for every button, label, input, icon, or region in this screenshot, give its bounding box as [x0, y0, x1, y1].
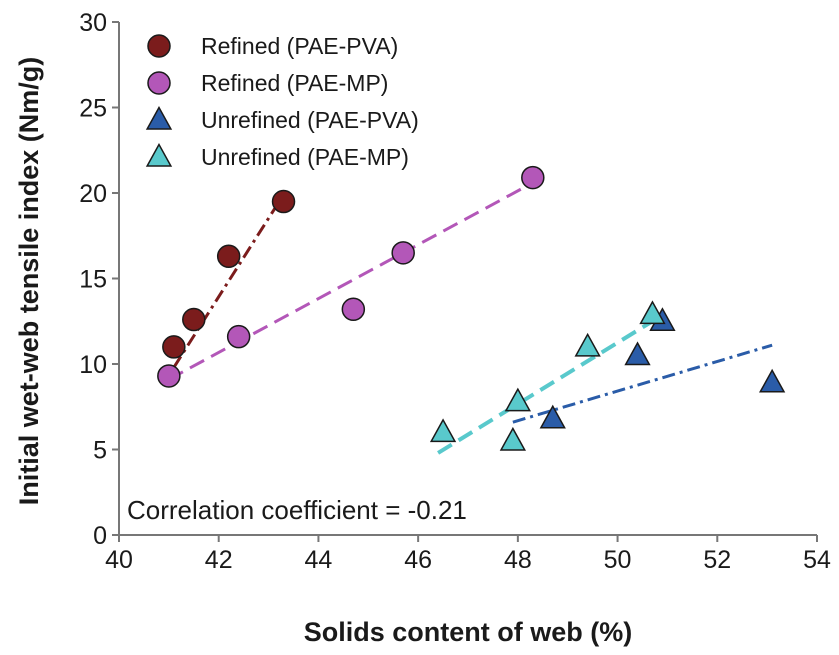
- legend-marker-series-2: [147, 71, 171, 95]
- data-point-series-3: [539, 404, 566, 429]
- data-point-series-2: [157, 364, 181, 388]
- data-point-series-4: [499, 426, 527, 451]
- legend-marker-series-4: [145, 142, 173, 167]
- trendlines: [168, 181, 773, 455]
- data-point-series-4: [504, 387, 532, 412]
- legend-label-series-1: Refined (PAE-PVA): [201, 33, 398, 59]
- data-point-series-2: [521, 165, 545, 190]
- data-point-series-4: [429, 418, 457, 443]
- trendline-series-4: [437, 319, 654, 455]
- y-tick-label: 30: [79, 9, 107, 37]
- y-tick-label: 0: [93, 522, 107, 550]
- x-tick-label: 42: [205, 546, 233, 574]
- data-point-series-2: [391, 241, 415, 265]
- data-point-series-3: [758, 368, 786, 393]
- data-point-series-2: [341, 297, 366, 322]
- data-point-series-1: [216, 244, 241, 269]
- legend: Refined (PAE-PVA) Refined (PAE-MP) Unrefin…: [145, 33, 419, 170]
- correlation-annotation: Correlation coefficient = -0.21: [127, 495, 467, 525]
- y-tick-label: 5: [93, 437, 107, 465]
- trendline-series-3: [512, 343, 773, 424]
- data-point-series-4: [574, 332, 601, 357]
- data-point-series-1: [271, 189, 296, 214]
- x-tick-label: 54: [803, 546, 831, 574]
- data-markers: [157, 165, 786, 451]
- legend-label-series-3: Unrefined (PAE-PVA): [201, 107, 419, 133]
- x-tick-label: 44: [305, 546, 333, 574]
- data-point-series-2: [226, 324, 251, 349]
- x-axis-title: Solids content of web (%): [304, 617, 633, 647]
- data-point-series-4: [639, 300, 666, 325]
- legend-marker-series-3: [145, 105, 173, 130]
- x-tick-label: 52: [703, 546, 731, 574]
- x-tick-label: 50: [604, 546, 632, 574]
- legend-label-series-2: Refined (PAE-MP): [201, 70, 388, 96]
- data-point-series-1: [182, 307, 206, 332]
- y-axis-title: Initial wet-web tensile index (Nm/g): [14, 57, 44, 506]
- legend-marker-series-1: [147, 34, 171, 58]
- x-tick-label: 46: [404, 546, 432, 574]
- legend-label-series-4: Unrefined (PAE-MP): [201, 144, 409, 170]
- data-point-series-3: [624, 341, 651, 366]
- trendline-series-1: [172, 193, 285, 369]
- y-tick-label: 15: [79, 266, 107, 294]
- y-tick-label: 10: [79, 351, 107, 379]
- trendline-series-2: [168, 181, 534, 381]
- axes: 40 42 44 46 48 50 52 54 0 5 10 15 20 25 30: [79, 9, 831, 574]
- x-tick-label: 40: [105, 546, 133, 574]
- data-point-series-1: [162, 335, 186, 359]
- y-tick-label: 20: [79, 180, 107, 208]
- x-tick-label: 48: [504, 546, 532, 574]
- y-tick-label: 25: [79, 95, 107, 123]
